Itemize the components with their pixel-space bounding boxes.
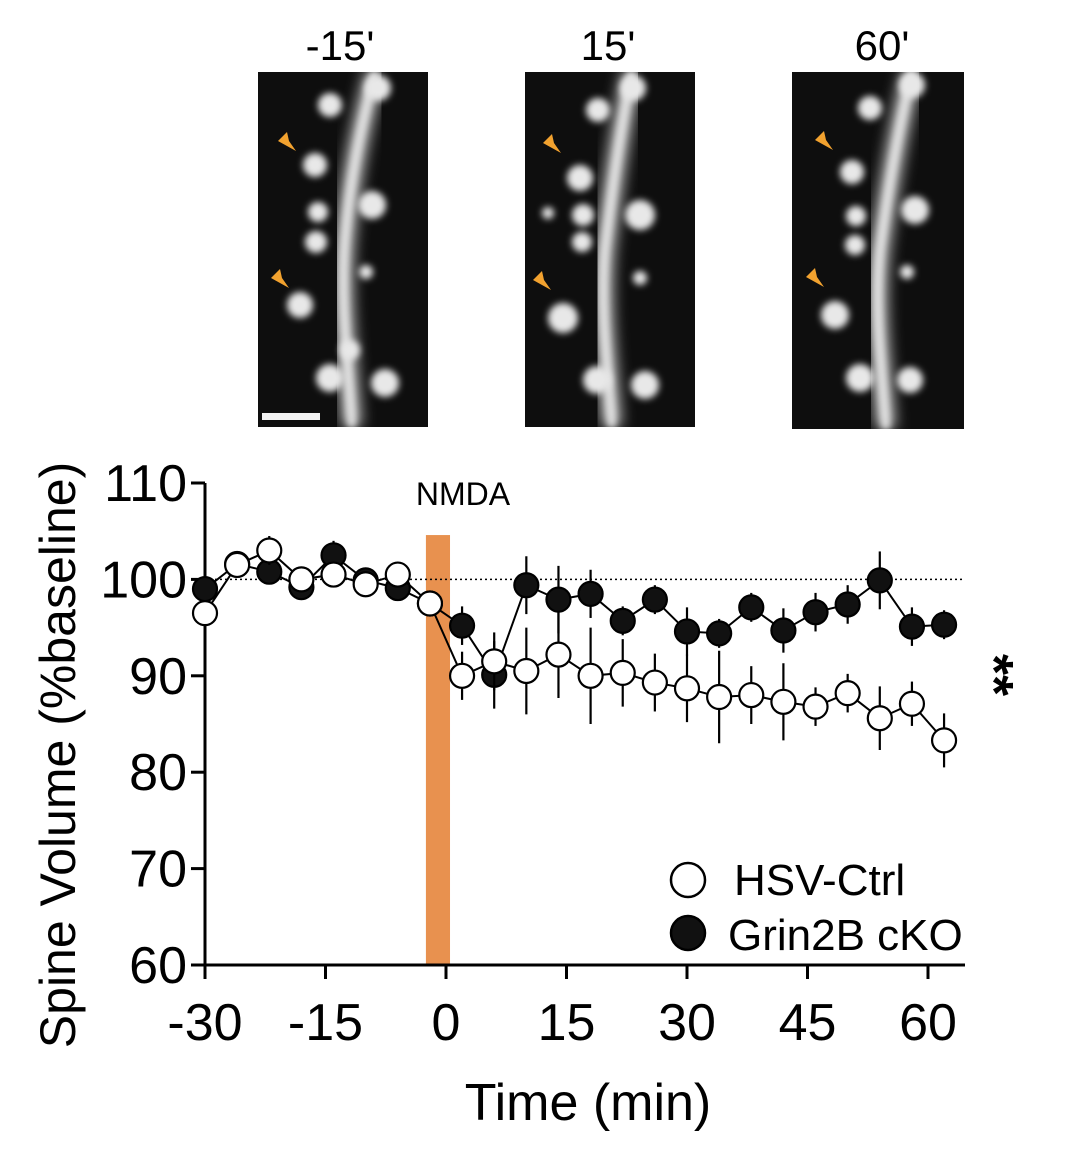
data-point-hsv-ctrl bbox=[256, 537, 283, 564]
x-tick-label: -15 bbox=[288, 994, 363, 1052]
data-point-hsv-ctrl bbox=[609, 659, 636, 687]
legend: HSV-Ctrl Grin2B cKO bbox=[669, 856, 963, 960]
panel-3-dendrite bbox=[821, 72, 929, 429]
y-axis-title: Spine Volume (%baseline) bbox=[30, 462, 86, 1048]
data-point-grin2b-cko bbox=[898, 613, 926, 640]
data-point-grin2b-cko bbox=[802, 599, 829, 626]
scale-bar bbox=[262, 413, 320, 420]
data-point-hsv-ctrl bbox=[288, 566, 315, 593]
data-point-hsv-ctrl bbox=[930, 727, 958, 754]
micrograph-panel-1: -15' bbox=[258, 22, 428, 427]
x-tick-label: 60 bbox=[899, 994, 957, 1052]
series-hsv-ctrl bbox=[191, 536, 958, 768]
data-point-grin2b-cko bbox=[513, 572, 540, 599]
legend-label-grin2b-cko: Grin2B cKO bbox=[728, 911, 963, 960]
significance-label: ** bbox=[964, 654, 1024, 696]
data-point-grin2b-cko bbox=[770, 617, 797, 644]
data-point-hsv-ctrl bbox=[738, 681, 765, 709]
data-point-hsv-ctrl bbox=[191, 600, 219, 627]
data-point-grin2b-cko bbox=[834, 591, 861, 618]
micrograph-panel-3: 60' bbox=[792, 22, 964, 429]
series-layer bbox=[191, 536, 958, 768]
data-point-hsv-ctrl bbox=[384, 561, 411, 588]
data-point-hsv-ctrl bbox=[706, 683, 733, 711]
arrowhead-icon bbox=[543, 134, 561, 153]
data-point-grin2b-cko bbox=[641, 586, 668, 613]
legend-marker-hsv-ctrl bbox=[669, 861, 707, 899]
x-tick-label: 15 bbox=[538, 994, 596, 1052]
x-tick-label: 30 bbox=[658, 994, 716, 1052]
data-point-hsv-ctrl bbox=[513, 657, 540, 685]
data-point-hsv-ctrl bbox=[802, 693, 829, 720]
panel-1-time-label: -15' bbox=[306, 22, 375, 69]
legend-label-hsv-ctrl: HSV-Ctrl bbox=[734, 856, 905, 905]
data-point-hsv-ctrl bbox=[770, 688, 797, 715]
panel-2-time-label: 15' bbox=[581, 22, 636, 69]
x-tick-label: -30 bbox=[167, 994, 242, 1052]
data-point-hsv-ctrl bbox=[641, 669, 668, 696]
legend-marker-grin2b-cko bbox=[669, 914, 707, 952]
data-point-grin2b-cko bbox=[673, 618, 701, 645]
y-tick-label: 70 bbox=[129, 841, 187, 899]
x-axis-title: Time (min) bbox=[465, 1074, 712, 1132]
nmda-label: NMDA bbox=[416, 476, 511, 512]
y-tick-label: 110 bbox=[104, 455, 187, 513]
arrowhead-icon bbox=[806, 268, 824, 287]
y-axis: 60 70 80 90 100 110 bbox=[100, 455, 207, 995]
y-tick-label: 80 bbox=[129, 744, 187, 802]
arrowhead-icon bbox=[533, 271, 551, 290]
data-point-grin2b-cko bbox=[448, 612, 476, 639]
panel-2-dendrite bbox=[542, 72, 659, 427]
data-point-hsv-ctrl bbox=[320, 561, 347, 588]
data-point-grin2b-cko bbox=[706, 620, 733, 647]
y-tick-label: 60 bbox=[129, 937, 187, 995]
data-point-grin2b-cko bbox=[191, 575, 219, 603]
data-point-hsv-ctrl bbox=[673, 675, 701, 702]
arrowhead-icon bbox=[278, 132, 296, 151]
data-point-grin2b-cko bbox=[609, 607, 636, 634]
data-point-hsv-ctrl bbox=[898, 690, 926, 717]
data-point-grin2b-cko bbox=[930, 611, 958, 638]
data-point-grin2b-cko bbox=[545, 586, 572, 613]
arrowhead-icon bbox=[815, 131, 833, 150]
data-point-hsv-ctrl bbox=[834, 680, 861, 707]
x-tick-label: 0 bbox=[432, 994, 461, 1052]
data-point-grin2b-cko bbox=[577, 580, 604, 607]
spine-volume-chart: NMDA 60 70 80 90 100 110 -30 -15 0 15 30 45 60 Spin… bbox=[30, 455, 1024, 1132]
panel-1-dendrite bbox=[287, 72, 399, 427]
data-point-hsv-ctrl bbox=[545, 641, 572, 668]
data-point-hsv-ctrl bbox=[416, 590, 444, 617]
arrowhead-icon bbox=[271, 269, 289, 288]
data-point-hsv-ctrl bbox=[577, 662, 604, 689]
data-point-grin2b-cko bbox=[738, 594, 765, 621]
data-point-hsv-ctrl bbox=[224, 551, 251, 579]
data-point-hsv-ctrl bbox=[352, 571, 379, 598]
y-tick-label: 100 bbox=[100, 551, 187, 609]
data-point-hsv-ctrl bbox=[481, 648, 508, 675]
x-tick-label: 45 bbox=[779, 994, 837, 1052]
panel-3-time-label: 60' bbox=[855, 22, 910, 69]
significance-marker: ** bbox=[964, 654, 1024, 696]
micrograph-panel-2: 15' bbox=[525, 22, 695, 427]
y-tick-label: 90 bbox=[129, 648, 187, 706]
series-line-grin2b-cko bbox=[204, 553, 945, 678]
data-point-hsv-ctrl bbox=[448, 662, 476, 689]
data-point-hsv-ctrl bbox=[866, 705, 893, 732]
data-point-grin2b-cko bbox=[866, 567, 893, 594]
x-axis: -30 -15 0 15 30 45 60 bbox=[167, 963, 965, 1052]
